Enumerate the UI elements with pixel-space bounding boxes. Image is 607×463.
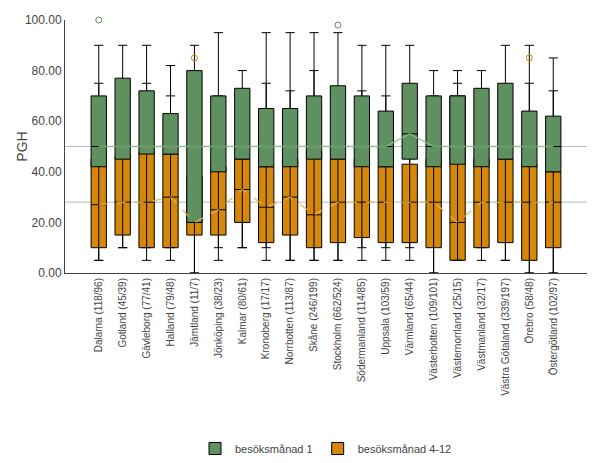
svg-text:Jönköping (38/23): Jönköping (38/23) — [213, 278, 224, 358]
svg-text:20.00: 20.00 — [32, 216, 62, 230]
svg-text:60.00: 60.00 — [32, 114, 62, 128]
svg-text:Jämtland (11/7): Jämtland (11/7) — [189, 278, 200, 347]
svg-text:Värmland (65/44): Värmland (65/44) — [404, 278, 415, 355]
svg-text:Västernorrland (25/15): Västernorrland (25/15) — [452, 278, 463, 378]
svg-text:Västmanland (32/17): Västmanland (32/17) — [476, 278, 487, 371]
svg-text:Västerbotten (109/101): Västerbotten (109/101) — [428, 278, 439, 380]
svg-text:Gävleborg (77/41): Gävleborg (77/41) — [141, 278, 152, 359]
svg-text:Norrbotten (113/87): Norrbotten (113/87) — [284, 278, 295, 365]
svg-text:Södermanland (114/85): Södermanland (114/85) — [356, 278, 367, 382]
svg-text:Skåne (246/199): Skåne (246/199) — [308, 278, 319, 352]
svg-text:Uppsala (103/59): Uppsala (103/59) — [380, 278, 391, 355]
svg-text:40.00: 40.00 — [32, 165, 62, 179]
svg-text:80.00: 80.00 — [32, 64, 62, 78]
svg-text:Västra Götaland (339/197): Västra Götaland (339/197) — [500, 278, 511, 396]
svg-text:0.00: 0.00 — [38, 266, 62, 280]
svg-text:Halland (79/48): Halland (79/48) — [165, 278, 176, 346]
svg-text:Stockholm (662/524): Stockholm (662/524) — [332, 278, 343, 370]
svg-text:Kronoberg (17/17): Kronoberg (17/17) — [260, 278, 271, 359]
svg-text:Dalarna (118/96): Dalarna (118/96) — [93, 278, 104, 352]
svg-text:besöksmånad 4-12: besöksmånad 4-12 — [358, 443, 452, 455]
svg-text:100.00: 100.00 — [25, 13, 62, 27]
svg-text:PGH: PGH — [14, 131, 30, 161]
svg-text:besöksmånad 1: besöksmånad 1 — [235, 443, 313, 455]
svg-text:Kalmar (80/61): Kalmar (80/61) — [237, 278, 248, 344]
svg-text:Gotland (45/39): Gotland (45/39) — [117, 278, 128, 348]
svg-text:Östergötland (102/97): Östergötland (102/97) — [548, 278, 559, 375]
svg-text:Örebro (58/48): Örebro (58/48) — [524, 278, 535, 344]
